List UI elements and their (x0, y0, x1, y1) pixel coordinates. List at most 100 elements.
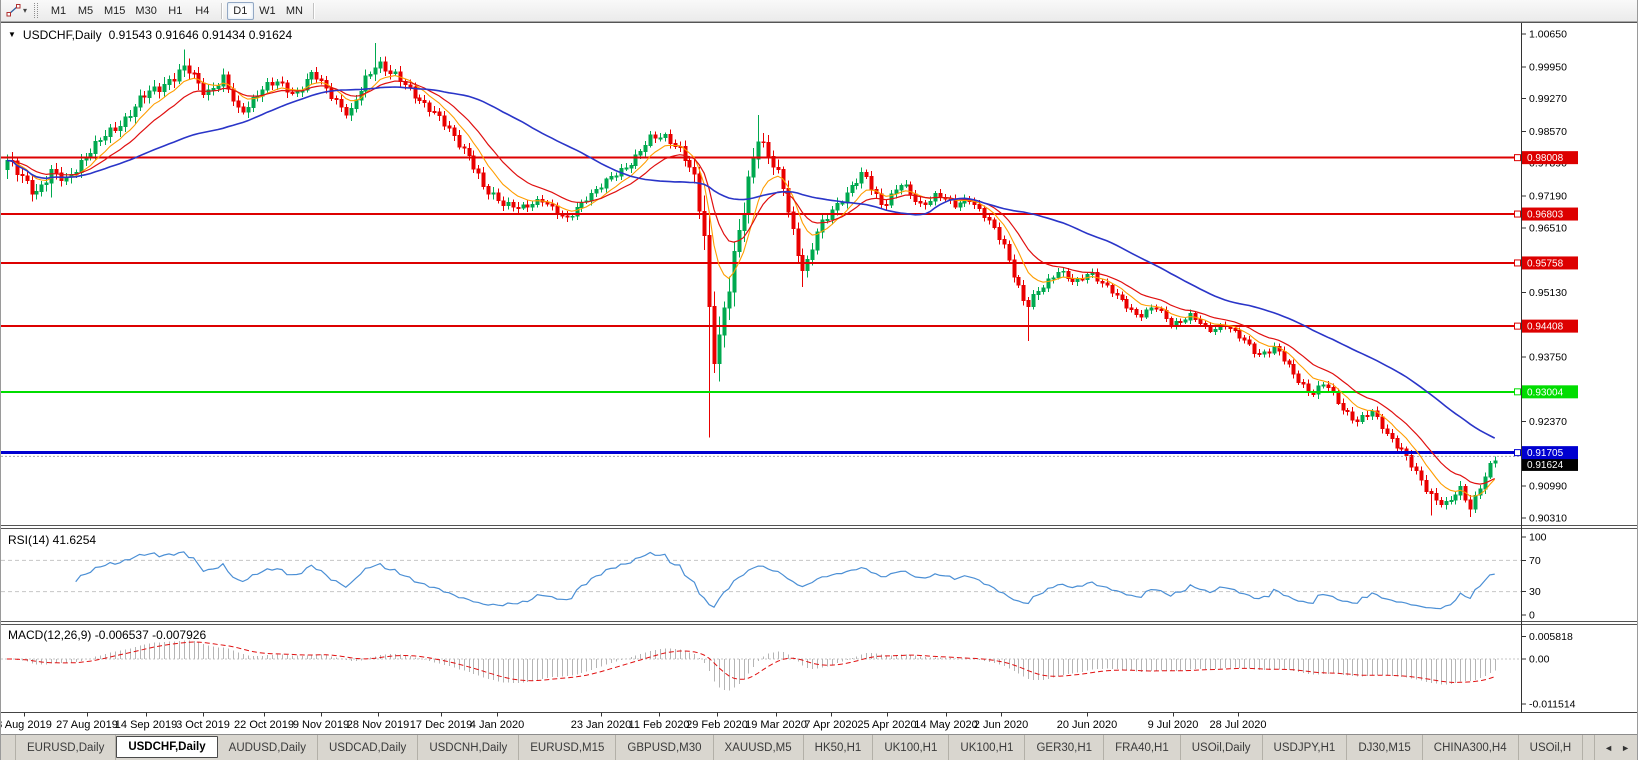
price-axis-label: 0.92370 (1529, 416, 1567, 428)
line-anchor-square (1514, 322, 1521, 330)
price-tag-0.91705: 0.91705 (1514, 446, 1578, 460)
price-tag-0.95758: 0.95758 (1514, 256, 1578, 270)
rsi-axis-label: 100 (1529, 532, 1547, 544)
date-label: 7 Apr 2020 (804, 719, 858, 731)
date-label: 28 Jul 2020 (1209, 719, 1267, 731)
current-price-tag-text: 0.91624 (1527, 460, 1564, 471)
tab-scroll-right-icon[interactable]: ► (1621, 742, 1630, 753)
up-candles (5, 42, 1498, 513)
date-label: 11 Feb 2020 (628, 719, 690, 731)
date-label: 9 Nov 2019 (292, 719, 350, 731)
date-label: 14 Sep 2019 (114, 719, 178, 731)
timeframe-button-h1[interactable]: H1 (162, 2, 189, 20)
price-axis-label: 0.90310 (1529, 512, 1567, 524)
chart-tab-usdcad-daily[interactable]: USDCAD,Daily (318, 735, 419, 760)
price-axis-label: 0.97190 (1529, 190, 1567, 202)
chart-tab-usdchf-daily[interactable]: USDCHF,Daily (116, 736, 218, 758)
price-tag-0.93004: 0.93004 (1514, 385, 1578, 399)
line-tools-glyph (6, 4, 21, 17)
price-tag-0.95758-text: 0.95758 (1527, 258, 1564, 269)
price-tag-0.96803: 0.96803 (1514, 207, 1578, 221)
date-label: 28 Nov 2019 (346, 719, 410, 731)
ma-mid-red (7, 80, 1495, 485)
chart-tab-usdcnh-daily[interactable]: USDCNH,Daily (418, 735, 520, 760)
tab-scroll-left-icon[interactable]: ◄ (1604, 742, 1614, 753)
date-axis: 8 Aug 2019 27 Aug 2019 14 Sep 2019 3 Oct 20… (1, 717, 1637, 735)
chart-tab-eurusd-daily[interactable]: EURUSD,Daily (15, 735, 117, 760)
chart-tab-ger30-h1[interactable]: GER30,H1 (1025, 735, 1105, 760)
macd-axis-label: -0.011514 (1529, 698, 1576, 710)
line-tools-icon[interactable] (5, 2, 22, 20)
price-axis-label: 0.99950 (1529, 61, 1567, 73)
date-label: 14 May 2020 (914, 719, 978, 731)
line-tools-caret-icon[interactable]: ▾ (23, 5, 28, 15)
chart-tabs: EURUSD,Daily USDCHF,Daily AUDUSD,Daily USDC… (15, 735, 1584, 760)
price-tag-0.98008: 0.98008 (1514, 151, 1578, 165)
ma-slow-blue (6, 86, 1496, 439)
price-axis-label: 0.96510 (1529, 222, 1567, 234)
macd-axis-label: 0.005818 (1529, 631, 1573, 643)
chart-tab-uk100-h1[interactable]: UK100,H1 (873, 735, 950, 760)
timeframe-button-mn[interactable]: MN (281, 2, 308, 20)
price-axis-label: 0.90990 (1529, 481, 1567, 493)
date-label: 20 Jun 2020 (1056, 719, 1118, 731)
timeframe-button-m30[interactable]: M30 (130, 2, 161, 20)
date-label: 22 Oct 2019 (234, 719, 294, 731)
chart-tab-gbpusd-m30[interactable]: GBPUSD,M30 (616, 735, 714, 760)
timeframe-button-h4[interactable]: H4 (189, 2, 216, 20)
date-label: 17 Dec 2019 (409, 719, 473, 731)
timeframe-buttons: M1 M5 M15 M30 H1 H4 D1 W1 MN (45, 1, 319, 20)
price-tag-0.96803-text: 0.96803 (1527, 210, 1564, 221)
toolbar-grip[interactable] (34, 3, 39, 18)
price-axis-label: 1.00650 (1529, 29, 1567, 41)
price-axis-label: 0.98570 (1529, 126, 1567, 138)
date-label: 29 Feb 2020 (686, 719, 748, 731)
price-tag-0.94408-text: 0.94408 (1527, 322, 1564, 333)
price-tag-0.98008-text: 0.98008 (1527, 153, 1564, 164)
chart-svg: 1.006500.999500.992700.985700.978900.971… (1, 23, 1637, 717)
chart-tab-uk100-h1[interactable]: UK100,H1 (949, 735, 1026, 760)
toolbar-separator (220, 2, 222, 19)
rsi-axis-label: 0 (1529, 610, 1535, 622)
date-label: 27 Aug 2019 (56, 719, 118, 731)
chart-tab-eurusd-m15[interactable]: EURUSD,M15 (519, 735, 617, 760)
chart-tab-china300-h4[interactable]: CHINA300,H4 (1423, 735, 1519, 760)
timeframe-button-m5[interactable]: M5 (72, 2, 99, 20)
chart-tab-dj30-m15[interactable]: DJ30,M15 (1347, 735, 1423, 760)
price-tag-0.94408: 0.94408 (1514, 319, 1578, 333)
date-label: 23 Jan 2020 (570, 719, 632, 731)
date-label: 19 Mar 2020 (745, 719, 807, 731)
date-label: 4 Jan 2020 (469, 719, 525, 731)
date-label: 2 Jun 2020 (973, 719, 1029, 731)
rsi-axis-label: 30 (1529, 586, 1541, 598)
chart-tab-usoil-h[interactable]: USOil,H (1519, 735, 1584, 760)
chart-tab-bar: EURUSD,Daily USDCHF,Daily AUDUSD,Daily USDC… (1, 734, 1637, 760)
chart-tab-usoil-daily[interactable]: USOil,Daily (1181, 735, 1263, 760)
date-label: 9 Jul 2020 (1147, 719, 1199, 731)
chart-tab-audusd-daily[interactable]: AUDUSD,Daily (218, 735, 318, 760)
chart-tab-fra40-h1[interactable]: FRA40,H1 (1104, 735, 1181, 760)
chart-tab-xauusd-m5[interactable]: XAUUSD,M5 (714, 735, 804, 760)
price-axis-label: 0.93750 (1529, 351, 1567, 363)
timeframe-button-m1[interactable]: M1 (45, 2, 72, 20)
timeframe-button-d1[interactable]: D1 (226, 1, 254, 20)
price-tag-0.93004-text: 0.93004 (1527, 387, 1564, 398)
chart-tab-hk50-h1[interactable]: HK50,H1 (804, 735, 874, 760)
macd-signal-line (7, 641, 1495, 684)
timeframe-button-w1[interactable]: W1 (254, 2, 281, 20)
chart-tab-usdjpy-h1[interactable]: USDJPY,H1 (1263, 735, 1348, 760)
toolbar-separator (312, 2, 314, 19)
current-price-tag: 0.91624 (1522, 457, 1578, 471)
ma-fast-orange (6, 75, 1496, 497)
toolbar: ▾ M1 M5 M15 M30 H1 H4 D1 W1 MN (1, 0, 1637, 22)
macd-histogram (17, 640, 1496, 691)
rsi-axis-label: 70 (1529, 555, 1541, 567)
price-tag-0.91705-text: 0.91705 (1527, 448, 1564, 459)
timeframe-button-m15[interactable]: M15 (99, 2, 130, 20)
price-axis-label: 0.99270 (1529, 93, 1567, 105)
chart-area: 1.006500.999500.992700.985700.978900.971… (1, 22, 1637, 735)
line-anchor-square (1514, 388, 1521, 396)
date-label: 25 Apr 2020 (857, 719, 917, 731)
macd-axis-label: 0.00 (1529, 654, 1550, 666)
